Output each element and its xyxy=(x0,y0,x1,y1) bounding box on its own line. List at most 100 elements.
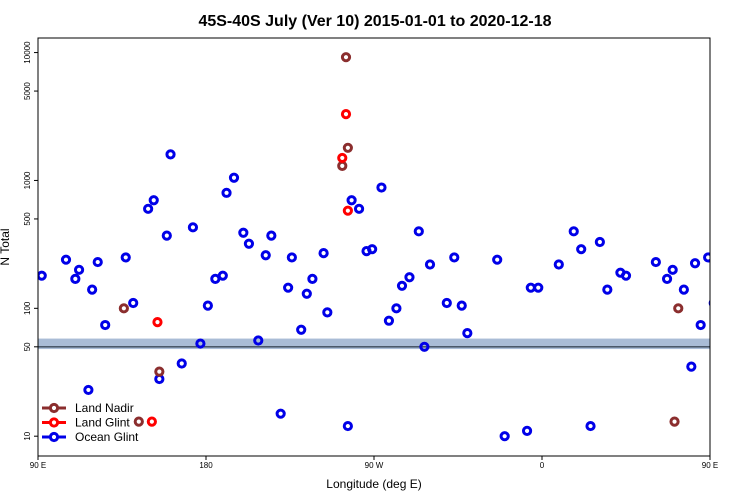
land-nadir-point xyxy=(725,368,732,375)
legend-marker-land-nadir xyxy=(48,402,60,414)
x-tick-label: 90 W xyxy=(365,461,384,470)
ocean-glint-point xyxy=(342,420,353,432)
ocean-glint-point xyxy=(228,172,240,183)
ocean-glint-point xyxy=(376,182,387,193)
ocean-glint-point xyxy=(462,328,473,339)
land-glint-point xyxy=(152,317,163,328)
reference-band xyxy=(38,338,710,350)
ocean-glint-point xyxy=(283,282,294,293)
ocean-glint-point xyxy=(195,338,206,349)
x-tick-label: 180 xyxy=(199,461,213,470)
ocean-glint-point xyxy=(148,195,159,206)
ocean-glint-point xyxy=(128,297,139,309)
ocean-glint-point xyxy=(585,420,596,432)
ocean-glint-point xyxy=(238,227,249,238)
y-tick-label: 50 xyxy=(23,342,32,351)
y-tick-label: 5000 xyxy=(23,82,32,100)
land-glint-point xyxy=(721,418,728,425)
ocean-glint-point xyxy=(92,256,103,268)
ocean-glint-point xyxy=(419,341,430,352)
y-tick-label: 1000 xyxy=(23,171,32,189)
ocean-glint-point xyxy=(176,358,187,369)
legend-label-land-nadir: Land Nadir xyxy=(75,401,134,415)
ocean-glint-point xyxy=(87,284,98,295)
ocean-glint-point xyxy=(449,252,460,263)
land-glint-point xyxy=(725,319,732,326)
ocean-glint-point xyxy=(70,273,81,284)
ocean-glint-point xyxy=(367,244,378,255)
ocean-glint-point xyxy=(650,256,661,268)
ocean-glint-point xyxy=(38,270,47,281)
data-points xyxy=(38,52,732,442)
ocean-glint-point xyxy=(322,307,333,318)
land-nadir-point xyxy=(337,160,348,171)
ocean-glint-point xyxy=(217,270,228,281)
ocean-glint-point xyxy=(301,288,312,299)
ocean-glint-point xyxy=(695,319,706,331)
ocean-glint-point xyxy=(73,264,85,275)
ocean-glint-point xyxy=(456,300,467,311)
ocean-glint-point xyxy=(602,284,613,295)
ocean-glint-point xyxy=(307,273,318,284)
land-nadir-point xyxy=(154,366,165,377)
ocean-glint-point xyxy=(689,258,701,269)
ocean-glint-point xyxy=(260,250,271,261)
ocean-glint-point xyxy=(60,254,72,265)
x-tick-label: 0 xyxy=(540,461,545,470)
land-glint-point xyxy=(146,416,157,427)
ocean-glint-point xyxy=(346,195,357,206)
ocean-glint-point xyxy=(266,230,277,241)
ocean-glint-point xyxy=(253,335,264,346)
ocean-glint-point xyxy=(243,238,255,249)
land-nadir-point xyxy=(673,303,684,314)
ocean-glint-point xyxy=(120,252,131,263)
ocean-glint-point xyxy=(594,236,605,248)
ocean-glint-point xyxy=(521,425,533,436)
ocean-glint-point xyxy=(686,361,697,372)
ocean-glint-point xyxy=(703,252,710,263)
land-nadir-point xyxy=(342,142,353,153)
ocean-glint-point xyxy=(275,408,286,419)
land-nadir-point xyxy=(669,416,680,427)
legend-marker-ocean-glint xyxy=(48,431,60,443)
ocean-glint-point xyxy=(383,315,395,326)
ocean-glint-point xyxy=(296,324,307,335)
land-glint-point xyxy=(340,109,352,120)
ocean-glint-point xyxy=(83,384,94,396)
land-nadir-point xyxy=(118,303,129,314)
ocean-glint-point xyxy=(202,300,213,311)
ocean-glint-point xyxy=(391,303,402,314)
ocean-glint-point xyxy=(318,248,329,259)
ocean-glint-point xyxy=(353,203,365,214)
land-glint-point xyxy=(342,205,353,216)
ocean-glint-point xyxy=(620,270,632,281)
y-tick-label: 10000 xyxy=(23,41,32,64)
ocean-glint-point xyxy=(165,149,176,160)
ocean-glint-point xyxy=(187,222,199,233)
ocean-glint-point xyxy=(492,254,503,265)
ocean-glint-point xyxy=(568,226,579,237)
legend-marker-land-glint xyxy=(48,417,60,428)
ocean-glint-point xyxy=(396,280,408,291)
y-axis-label: N Total xyxy=(0,228,12,265)
ocean-glint-point xyxy=(533,282,544,293)
ocean-glint-point xyxy=(100,319,111,331)
x-axis-ticks: 90 E 180 90 W 0 90 E xyxy=(30,456,718,470)
ocean-glint-point xyxy=(667,264,678,275)
land-nadir-point xyxy=(340,52,352,63)
ocean-glint-point xyxy=(678,284,689,295)
ocean-glint-point xyxy=(286,252,297,263)
x-axis-label: Longitude (deg E) xyxy=(326,477,421,491)
ocean-glint-point xyxy=(441,297,452,309)
y-tick-label: 100 xyxy=(23,301,32,315)
ocean-glint-point xyxy=(404,272,415,283)
ocean-glint-point xyxy=(708,299,710,307)
chart-title: 45S-40S July (Ver 10) 2015-01-01 to 2020… xyxy=(198,13,551,30)
y-tick-label: 10 xyxy=(23,431,32,440)
legend-label-ocean-glint: Ocean Glint xyxy=(75,430,139,444)
ocean-glint-point xyxy=(576,244,587,255)
ocean-glint-point xyxy=(143,203,154,214)
band-rect xyxy=(38,338,710,350)
